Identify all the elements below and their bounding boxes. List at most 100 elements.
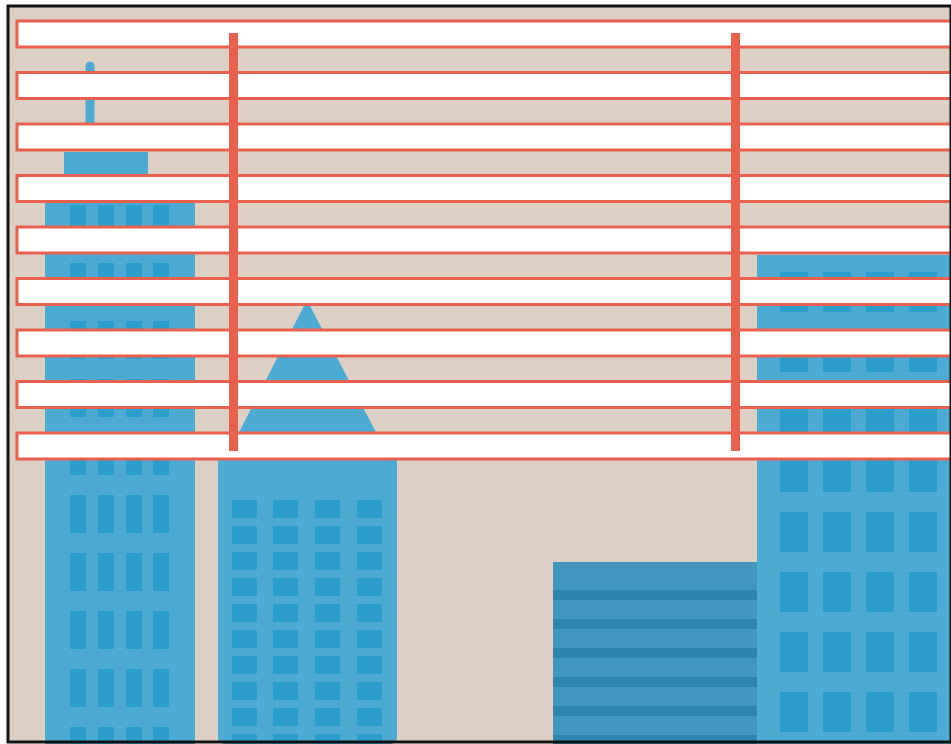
window	[70, 727, 86, 744]
window	[315, 526, 340, 544]
window	[909, 692, 937, 732]
window	[70, 669, 86, 707]
window	[357, 734, 382, 744]
window	[232, 708, 257, 726]
window	[232, 526, 257, 544]
window	[232, 630, 257, 648]
window	[273, 526, 298, 544]
window	[273, 656, 298, 674]
window	[153, 611, 169, 649]
window	[232, 734, 257, 744]
blind-slat	[15, 122, 951, 152]
window	[232, 656, 257, 674]
window	[98, 669, 114, 707]
window	[273, 604, 298, 622]
window	[153, 495, 169, 533]
stripe	[553, 590, 763, 600]
window	[232, 604, 257, 622]
window	[357, 708, 382, 726]
window	[273, 630, 298, 648]
blind-slat	[15, 225, 951, 255]
window	[126, 495, 142, 533]
window	[823, 512, 851, 552]
window	[315, 630, 340, 648]
window	[909, 572, 937, 612]
stripe	[553, 735, 763, 744]
window	[780, 692, 808, 732]
stripe	[553, 677, 763, 687]
window	[153, 669, 169, 707]
window	[273, 552, 298, 570]
window	[70, 495, 86, 533]
blind-slat	[15, 71, 951, 100]
window	[98, 495, 114, 533]
window	[866, 512, 894, 552]
stripe	[553, 619, 763, 629]
window	[357, 630, 382, 648]
striped-building-stripes	[553, 590, 763, 744]
window	[232, 578, 257, 596]
spire-building-windows	[232, 500, 382, 744]
window	[315, 500, 340, 518]
window	[98, 553, 114, 591]
window	[315, 552, 340, 570]
window	[357, 578, 382, 596]
window	[315, 734, 340, 744]
window	[823, 692, 851, 732]
skyscraper-left-body	[45, 178, 195, 744]
window	[273, 578, 298, 596]
window	[780, 572, 808, 612]
window	[357, 526, 382, 544]
window	[126, 611, 142, 649]
window	[823, 632, 851, 672]
window	[232, 682, 257, 700]
blind-cord	[229, 33, 238, 451]
window	[357, 500, 382, 518]
window	[232, 500, 257, 518]
window	[232, 552, 257, 570]
blind-slats	[15, 19, 951, 461]
window	[823, 572, 851, 612]
stripe	[553, 648, 763, 658]
spire-building-body	[218, 440, 397, 744]
blind-slat	[15, 431, 951, 461]
window	[866, 692, 894, 732]
window	[126, 669, 142, 707]
window	[98, 611, 114, 649]
window	[273, 734, 298, 744]
stripe	[553, 706, 763, 716]
window	[780, 632, 808, 672]
window	[315, 708, 340, 726]
window	[315, 682, 340, 700]
blind-slat	[15, 19, 951, 49]
window	[70, 611, 86, 649]
window	[357, 604, 382, 622]
window	[98, 727, 114, 744]
window	[153, 727, 169, 744]
blind-cord	[731, 33, 740, 451]
window	[273, 708, 298, 726]
window	[866, 572, 894, 612]
skyscraper-left-crown	[64, 152, 148, 178]
window	[909, 632, 937, 672]
building-right	[757, 255, 951, 744]
window	[315, 604, 340, 622]
blind-slat	[15, 328, 951, 358]
window	[315, 578, 340, 596]
window	[126, 727, 142, 744]
building-striped	[553, 562, 763, 744]
window	[70, 553, 86, 591]
window	[153, 553, 169, 591]
window	[780, 512, 808, 552]
window	[273, 682, 298, 700]
window	[357, 682, 382, 700]
window	[126, 553, 142, 591]
blind-slat	[15, 277, 951, 306]
window	[909, 512, 937, 552]
blind-slat	[15, 174, 951, 203]
window	[357, 552, 382, 570]
window-frame	[6, 4, 951, 744]
blind-cords	[229, 33, 740, 451]
window	[866, 632, 894, 672]
